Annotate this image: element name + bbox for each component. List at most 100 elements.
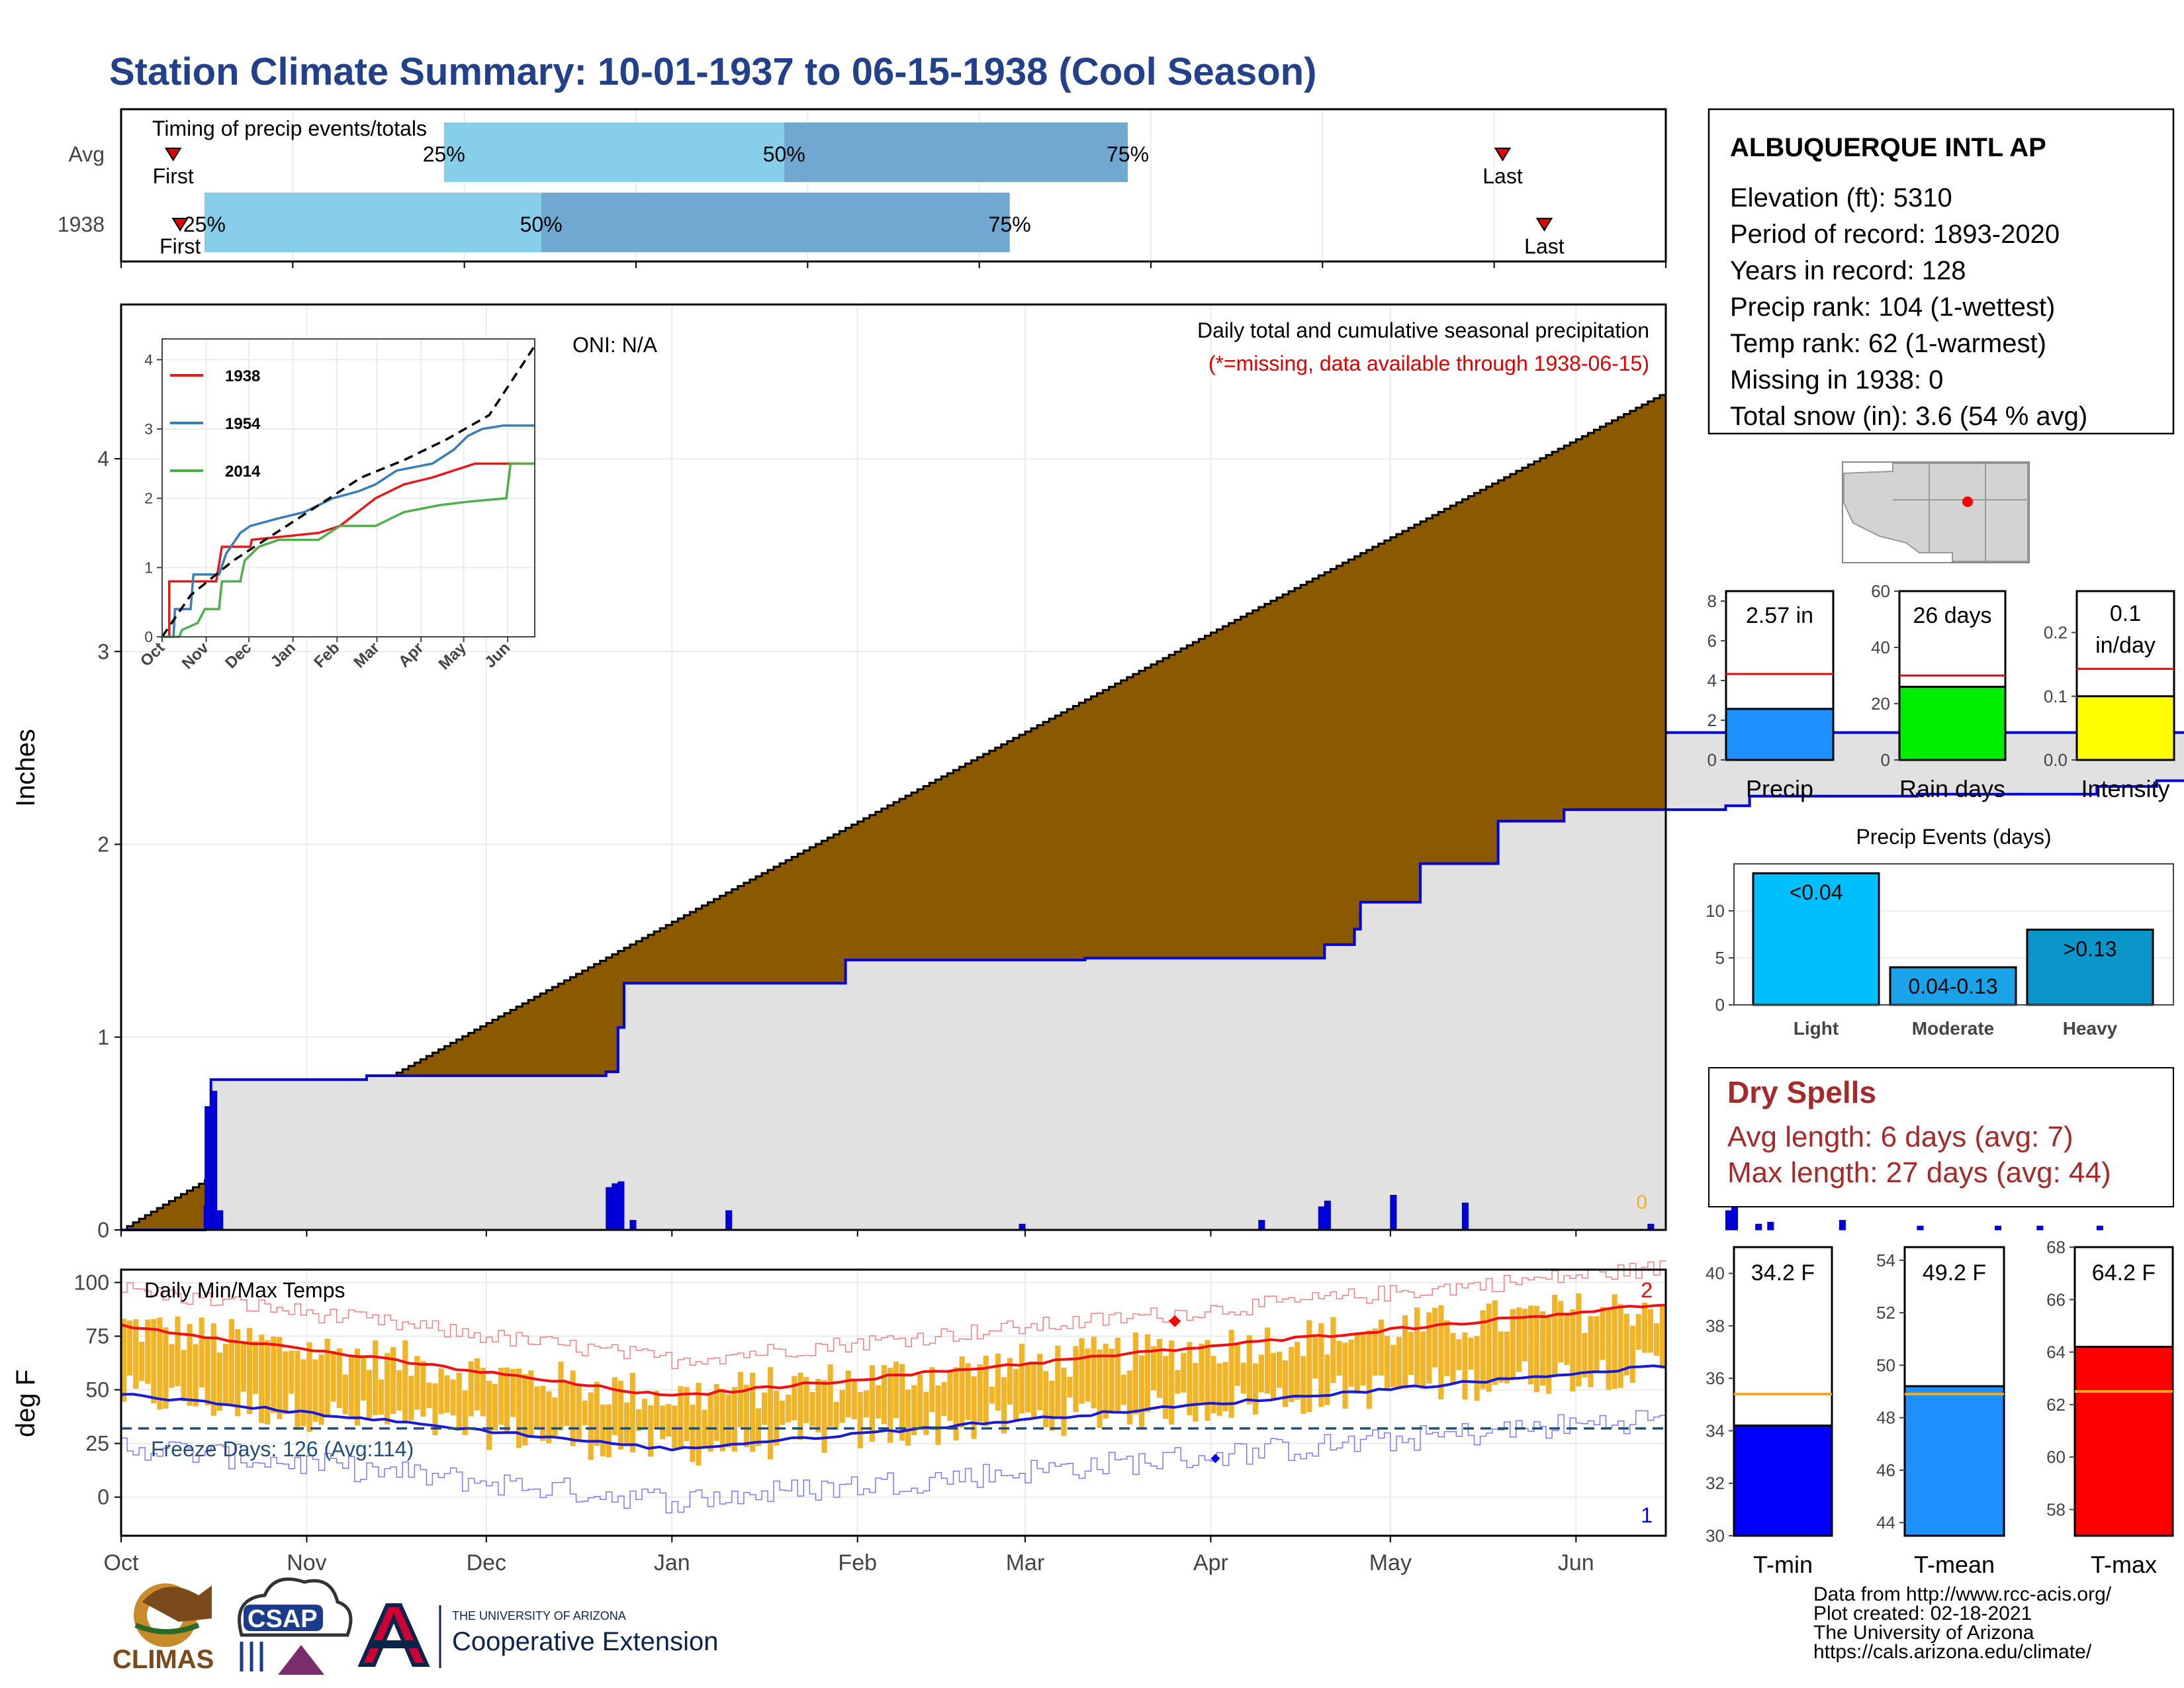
- temps-daily-bar: [456, 1372, 462, 1430]
- events-bar: [1752, 872, 1880, 1006]
- temps-daily-bar: [1390, 1344, 1396, 1387]
- temp-summary-y-tick-label: 32: [1706, 1474, 1725, 1493]
- timing-marker: [164, 148, 182, 162]
- temps-daily-bar: [1258, 1354, 1264, 1393]
- temps-daily-bar: [1659, 1307, 1666, 1369]
- temps-daily-bar: [1546, 1317, 1552, 1394]
- ua-big-text: Cooperative Extension: [452, 1627, 718, 1656]
- summary-value-bar: [1898, 686, 2007, 761]
- month-axis-label: Jan: [654, 1550, 690, 1575]
- inset-y-tick-label: 1: [144, 559, 153, 576]
- temps-record-low-count: 1: [1641, 1503, 1653, 1527]
- temps-daily-bar: [690, 1404, 696, 1462]
- summary-value-label: in/day: [2095, 633, 2156, 658]
- precip-daily-bar: [629, 1219, 637, 1231]
- temps-daily-bar: [450, 1379, 456, 1416]
- temperature-panel: Daily Min/Max Temps Freeze Days: 126 (Avg…: [11, 1260, 1667, 1575]
- station-info-line: Total snow (in): 3.6 (54 % avg): [1730, 402, 2087, 431]
- temps-daily-bar: [737, 1372, 743, 1428]
- temp-summary-value-label: 34.2 F: [1751, 1260, 1815, 1286]
- temps-daily-bar: [923, 1391, 929, 1435]
- temps-daily-bar: [1151, 1346, 1157, 1391]
- precip-daily-bar: [205, 1106, 212, 1231]
- temps-daily-bar: [1635, 1314, 1641, 1350]
- temps-daily-bar: [1025, 1364, 1031, 1413]
- temp-summary-y-tick-label: 34: [1706, 1421, 1725, 1440]
- temps-daily-bar: [348, 1356, 354, 1417]
- temps-daily-bar: [552, 1397, 558, 1436]
- temps-daily-bar: [749, 1372, 756, 1452]
- temps-daily-bar: [881, 1365, 887, 1425]
- temps-daily-bar: [803, 1377, 809, 1423]
- summary-y-tick-label: 0.0: [2044, 750, 2068, 770]
- temps-daily-bar: [827, 1364, 833, 1427]
- summary-y-tick-label: 0: [1707, 750, 1717, 770]
- temps-daily-bar: [259, 1335, 265, 1423]
- temps-average-high-line: [120, 1303, 1666, 1397]
- temps-daily-bar: [1533, 1305, 1540, 1393]
- temps-daily-bar: [1384, 1336, 1390, 1391]
- temps-daily-bar: [623, 1402, 630, 1446]
- temps-record-high-line: [121, 1260, 1666, 1370]
- temps-daily-bar: [719, 1388, 725, 1452]
- university-of-arizona-logo: THE UNIVERSITY OF ARIZONA Cooperative Ex…: [357, 1603, 718, 1668]
- precip-daily-bar: [216, 1210, 224, 1231]
- summary-y-tick-label: 6: [1707, 631, 1717, 651]
- temp-summary-y-tick-label: 62: [2046, 1395, 2066, 1415]
- temp-summary-y-tick-label: 54: [1876, 1250, 1895, 1270]
- temps-daily-bar: [666, 1404, 672, 1437]
- temps-daily-bar: [492, 1383, 498, 1430]
- timing-row-label: Avg: [68, 142, 105, 166]
- temps-daily-bar: [1450, 1333, 1456, 1385]
- timing-bar-25-50: [443, 122, 784, 182]
- summary-y-tick-label: 0.1: [2044, 686, 2068, 706]
- events-category-label: Heavy: [2063, 1018, 2118, 1039]
- inset-y-tick-label: 4: [144, 351, 153, 368]
- temps-daily-bar: [786, 1394, 792, 1423]
- temps-daily-bar: [941, 1382, 947, 1416]
- temps-daily-bar: [408, 1376, 414, 1421]
- inset-legend-label: 2014: [225, 463, 261, 481]
- station-info-line: Elevation (ft): 5310: [1730, 183, 1952, 212]
- temps-daily-bar: [1336, 1340, 1342, 1376]
- temps-daily-bar: [510, 1369, 516, 1417]
- temps-daily-bar: [516, 1368, 522, 1448]
- temps-daily-bar: [330, 1350, 336, 1402]
- month-axis-label: Nov: [287, 1550, 326, 1575]
- temps-daily-bar: [1157, 1338, 1163, 1398]
- temps-daily-bar: [205, 1339, 210, 1405]
- temp-summary-y-tick-label: 52: [1876, 1303, 1895, 1323]
- timing-bar-50-75: [784, 122, 1128, 182]
- temps-daily-bar: [271, 1336, 277, 1413]
- temps-daily-bar: [1480, 1310, 1486, 1389]
- timing-bar-50-75: [541, 193, 1010, 252]
- precip-daily-bar: [1461, 1202, 1469, 1231]
- temps-daily-bar: [1594, 1316, 1600, 1374]
- temps-daily-bar: [636, 1409, 642, 1431]
- timing-bar-25-50: [204, 193, 541, 252]
- temps-daily-bar: [821, 1380, 827, 1453]
- temps-daily-bar: [660, 1405, 666, 1440]
- temps-daily-bar: [1103, 1343, 1109, 1419]
- precip-daily-bar: [1767, 1221, 1774, 1231]
- dry-spells-title: Dry Spells: [1727, 1075, 1876, 1109]
- temp-summary-y-tick-label: 68: [2046, 1237, 2066, 1257]
- temps-daily-bar: [1240, 1362, 1246, 1394]
- temps-daily-bar: [372, 1340, 379, 1415]
- temps-daily-bar: [444, 1375, 450, 1413]
- timing-pct-label: 25%: [423, 142, 465, 166]
- temps-daily-bar: [1396, 1336, 1402, 1390]
- temps-daily-bar: [1462, 1332, 1468, 1400]
- temps-daily-bar: [1001, 1377, 1007, 1434]
- temps-daily-bar: [1486, 1303, 1492, 1392]
- temps-daily-bar: [1295, 1341, 1300, 1400]
- temp-summary-y-tick-label: 30: [1706, 1526, 1725, 1546]
- timing-marker-label: First: [153, 164, 194, 188]
- temps-daily-bar: [1653, 1323, 1660, 1356]
- precip-daily-bar: [1917, 1225, 1924, 1231]
- precip-frame: [120, 303, 1667, 1231]
- temps-daily-bar: [905, 1389, 911, 1446]
- temps-daily-bar: [617, 1381, 624, 1450]
- temps-daily-bar: [1091, 1336, 1097, 1409]
- temps-daily-bar: [522, 1374, 528, 1446]
